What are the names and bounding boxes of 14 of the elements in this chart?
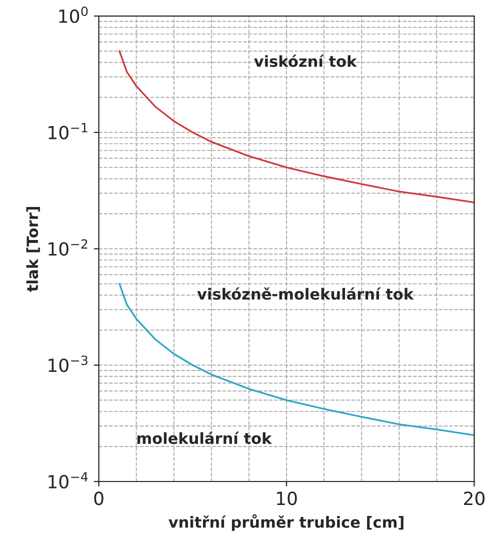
x-tick-label: 0 (94, 492, 104, 506)
annotation: viskózně-molekulární tok (197, 287, 414, 300)
y-tick-label: 10$^{−1}$ (48, 123, 88, 140)
annotation: viskózní tok (254, 54, 357, 68)
y-tick-label: 10$^{−3}$ (48, 356, 88, 372)
y-tick-label: 10$^{−2}$ (48, 239, 88, 256)
y-axis-title: tlak [Torr] (26, 206, 40, 292)
annotation: molekulární tok (137, 432, 272, 444)
y-tick-label: 10$^{0}$ (59, 6, 88, 24)
x-tick-label: 10 (277, 492, 297, 506)
y-tick-label: 10$^{−4}$ (48, 472, 88, 488)
line-series (118, 50, 474, 204)
x-axis-title: vnitřní průměr trubice [cm] (168, 514, 404, 531)
x-tick-label: 20 (464, 492, 485, 506)
